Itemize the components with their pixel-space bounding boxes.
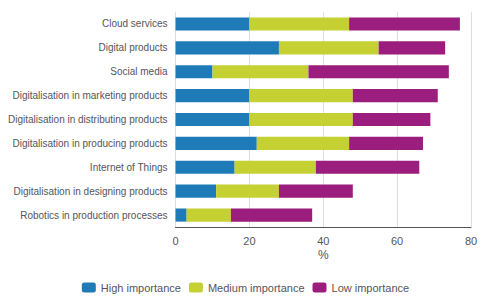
- svg-text:Digital products: Digital products: [99, 42, 168, 53]
- svg-text:Digitalisation in designing pr: Digitalisation in designing products: [14, 186, 168, 197]
- svg-text:40: 40: [317, 235, 329, 247]
- svg-text:Medium importance: Medium importance: [208, 282, 305, 294]
- svg-text:Digitalisation in distributing: Digitalisation in distributing products: [8, 114, 168, 125]
- svg-text:%: %: [318, 248, 329, 262]
- svg-text:Digitalisation in marketing pr: Digitalisation in marketing products: [12, 90, 167, 101]
- svg-text:Social media: Social media: [110, 66, 168, 77]
- svg-text:80: 80: [465, 235, 477, 247]
- svg-text:Robotics in production process: Robotics in production processes: [20, 210, 167, 221]
- svg-text:Digitalisation in producing pr: Digitalisation in producing products: [12, 138, 167, 149]
- svg-text:20: 20: [243, 235, 255, 247]
- svg-text:0: 0: [172, 235, 178, 247]
- svg-text:Internet of Things: Internet of Things: [90, 162, 168, 173]
- svg-text:Cloud services: Cloud services: [102, 18, 168, 29]
- svg-text:Low importance: Low importance: [332, 282, 410, 294]
- svg-text:High importance: High importance: [101, 282, 181, 294]
- svg-text:60: 60: [391, 235, 403, 247]
